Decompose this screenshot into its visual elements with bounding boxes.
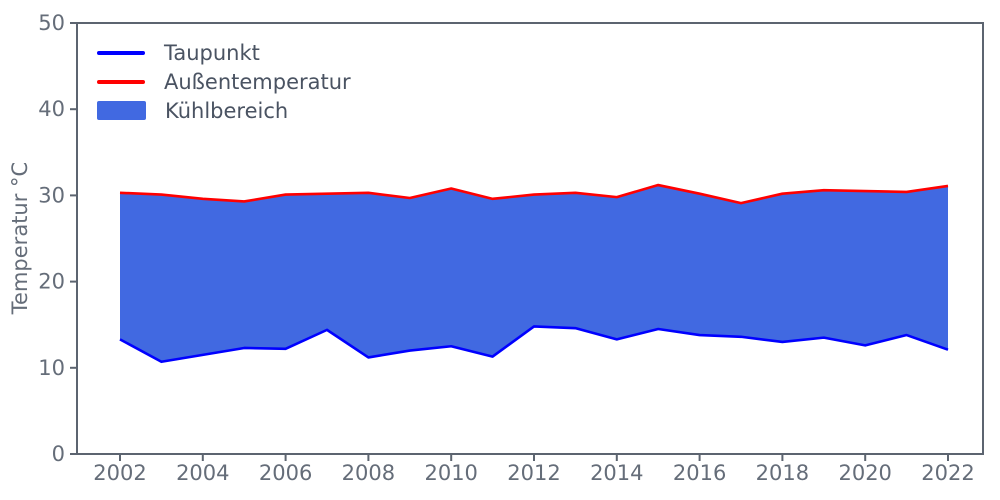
taupunkt-line-swatch xyxy=(97,50,145,55)
x-tick-label: 2008 xyxy=(342,461,395,485)
y-tick-label: 0 xyxy=(52,442,65,466)
y-tick-label: 20 xyxy=(38,270,65,294)
y-tick-label: 40 xyxy=(38,97,65,121)
legend-label-kuehlbereich: Kühlbereich xyxy=(165,98,289,123)
y-tick-label: 10 xyxy=(38,356,65,380)
x-tick-label: 2016 xyxy=(673,461,726,485)
kuehlbereich-area xyxy=(120,185,948,362)
y-tick-label: 30 xyxy=(38,183,65,207)
legend-item-aussentemperatur: Außentemperatur xyxy=(97,67,351,96)
taupunkt-line xyxy=(119,325,949,364)
aussentemperatur-line-swatch xyxy=(97,79,145,84)
x-tick-label: 2012 xyxy=(507,461,560,485)
aussentemperatur-line xyxy=(119,183,949,205)
legend: Taupunkt Außentemperatur Kühlbereich xyxy=(97,38,351,125)
kuehlbereich-patch-swatch xyxy=(97,101,146,120)
x-tick-label: 2022 xyxy=(921,461,974,485)
x-tick-label: 2006 xyxy=(259,461,312,485)
plot-frame xyxy=(76,22,984,455)
x-tick-label: 2004 xyxy=(176,461,229,485)
legend-item-taupunkt: Taupunkt xyxy=(97,38,351,67)
legend-label-taupunkt: Taupunkt xyxy=(164,40,260,65)
x-tick-label: 2018 xyxy=(756,461,809,485)
x-tick-label: 2020 xyxy=(838,461,891,485)
y-axis-label: Temperatur °C xyxy=(8,162,32,315)
legend-label-aussentemperatur: Außentemperatur xyxy=(164,69,351,94)
x-tick-label: 2014 xyxy=(590,461,643,485)
x-tick-label: 2002 xyxy=(93,461,146,485)
y-tick-label: 50 xyxy=(38,11,65,35)
legend-item-kuehlbereich: Kühlbereich xyxy=(97,96,351,125)
x-tick-label: 2010 xyxy=(424,461,477,485)
